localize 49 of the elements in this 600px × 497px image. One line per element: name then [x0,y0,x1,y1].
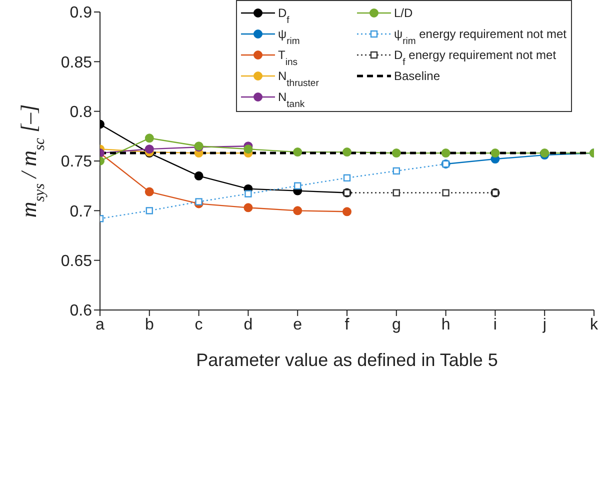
point [146,207,153,214]
legend-label: T$_{ins}$ [278,48,298,68]
point [244,144,253,154]
y-tick-label: 0.7 [70,203,92,220]
point [244,190,252,198]
point [392,148,401,158]
point [144,134,154,143]
x-tick-label: b [144,316,154,334]
y-tick-label: 0.75 [60,154,92,171]
x-axis-title: Parameter value as defined in Table 5 [196,350,498,370]
point [392,189,400,196]
x-tick-label: a [96,316,105,334]
x-tick-label: j [542,316,546,334]
point [144,187,154,196]
point [343,174,351,182]
point [194,171,204,180]
point [490,148,500,158]
x-tick-label: i [493,316,497,334]
legend-label: N$_{tank}$ [278,90,305,110]
y-tick-label: 0.85 [60,54,92,72]
y-tick-label: 0.9 [70,4,92,22]
point [342,148,352,157]
x-tick-label: k [590,316,599,334]
y-tick-label: 0.8 [70,104,92,122]
x-tick-label: c [194,316,203,334]
point [294,182,302,190]
x-tick-label: g [392,316,401,334]
x-tick-label: f [344,316,350,334]
legend-label: L/D [394,6,414,20]
point [144,144,154,154]
point [195,198,202,206]
legend-label: Baseline [394,69,440,83]
y-tick-label: 0.6 [70,302,92,320]
legend-label: D$_{f}$ [278,6,290,26]
point [392,167,400,175]
legend-label: ψ$_{rim}$ [278,27,300,46]
x-tick-label: h [441,316,450,334]
point [244,203,253,212]
point [442,189,450,196]
y-tick-label: 0.65 [60,253,92,270]
x-tick-label: d [244,316,253,334]
x-tick-label: e [293,316,302,334]
legend-label: ψ$_{rim}$ energy requirement not met [394,27,568,46]
legend-label: D$_{f}$ energy requirement not met [394,48,557,68]
point [342,207,352,216]
legend-label: N$_{thruster}$ [278,69,319,88]
point [293,206,302,216]
point [441,148,450,158]
point [293,148,302,157]
